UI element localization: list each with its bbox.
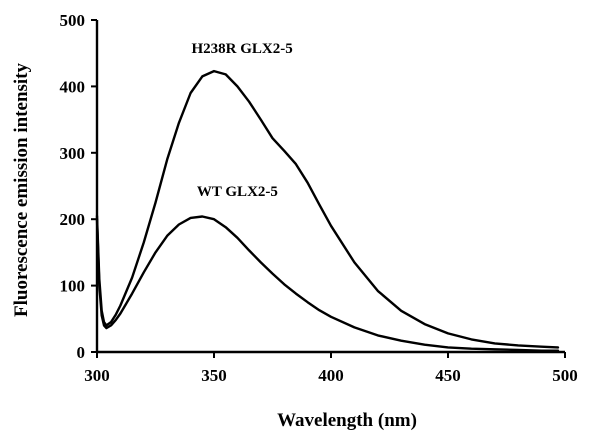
annotation-label-wt: WT GLX2-5 (197, 184, 278, 200)
y-tick-label: 100 (60, 277, 86, 296)
x-tick-label: 350 (201, 366, 227, 385)
series-layer (95, 69, 560, 352)
y-tick-label: 200 (60, 210, 86, 229)
x-tick-label: 400 (318, 366, 344, 385)
plot-area: 0 100 200 300 400 500 300 350 400 450 500 (60, 11, 578, 385)
x-tick-label: 500 (552, 366, 578, 385)
x-tick-label: 300 (84, 366, 110, 385)
series-line-h238r (95, 69, 560, 349)
y-axis-title: Fluorescence emission intensity (11, 62, 32, 317)
y-tick-label: 0 (77, 343, 86, 362)
x-axis-title: Wavelength (nm) (277, 410, 417, 431)
x-tick-label: 450 (435, 366, 461, 385)
y-tick-label: 300 (60, 144, 86, 163)
y-tick-label: 400 (60, 77, 86, 96)
annotation-label-h238r: H238R GLX2-5 (191, 41, 292, 57)
series-line-wt (95, 215, 560, 352)
annotation-layer: H238R GLX2-5 WT GLX2-5 (191, 41, 292, 200)
y-tick-label: 500 (60, 11, 86, 30)
